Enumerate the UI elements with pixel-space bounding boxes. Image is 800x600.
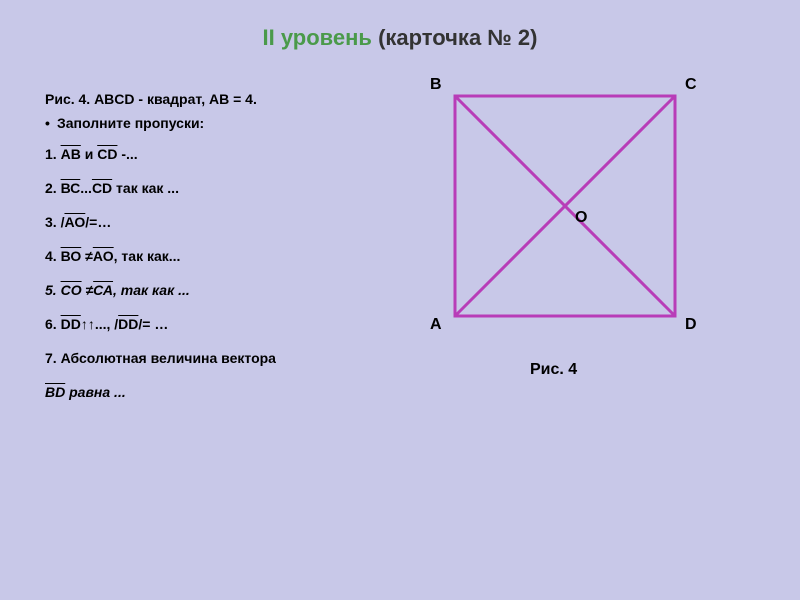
page-title: II уровень (карточка № 2) — [0, 0, 800, 51]
task-3: 3. /АО/=… — [45, 214, 400, 230]
figure-caption: Рис. 4 — [530, 361, 577, 379]
task-7: 7. Абсолютная величина вектора — [45, 350, 400, 366]
content-container: Рис. 4. ABCD - квадрат, АВ = 4. Заполнит… — [0, 91, 800, 418]
task-5: 5. СО ≠СА, так как ... — [45, 282, 400, 298]
subtitle: Рис. 4. ABCD - квадрат, АВ = 4. — [45, 91, 400, 107]
label-d: D — [685, 316, 697, 334]
left-column: Рис. 4. ABCD - квадрат, АВ = 4. Заполнит… — [0, 91, 400, 418]
task-intro: Заполните пропуски: — [45, 115, 400, 131]
label-a: A — [430, 316, 442, 334]
task-4: 4. ВО ≠АО, так как... — [45, 248, 400, 264]
task-1: 1. АВ и CD -... — [45, 146, 400, 162]
task-6: 6. DD↑↑..., /DD/= … — [45, 316, 400, 332]
task-7b: BD равна ... — [45, 384, 400, 400]
title-card: (карточка № 2) — [372, 25, 538, 50]
task-2: 2. ВС...CD так как ... — [45, 180, 400, 196]
right-column: B C A D O Рис. 4 — [400, 91, 760, 418]
label-o: O — [575, 209, 587, 227]
label-c: C — [685, 76, 697, 94]
geometry-diagram: B C A D O Рис. 4 — [450, 91, 710, 356]
label-b: B — [430, 76, 442, 94]
title-level: II уровень — [263, 25, 372, 50]
